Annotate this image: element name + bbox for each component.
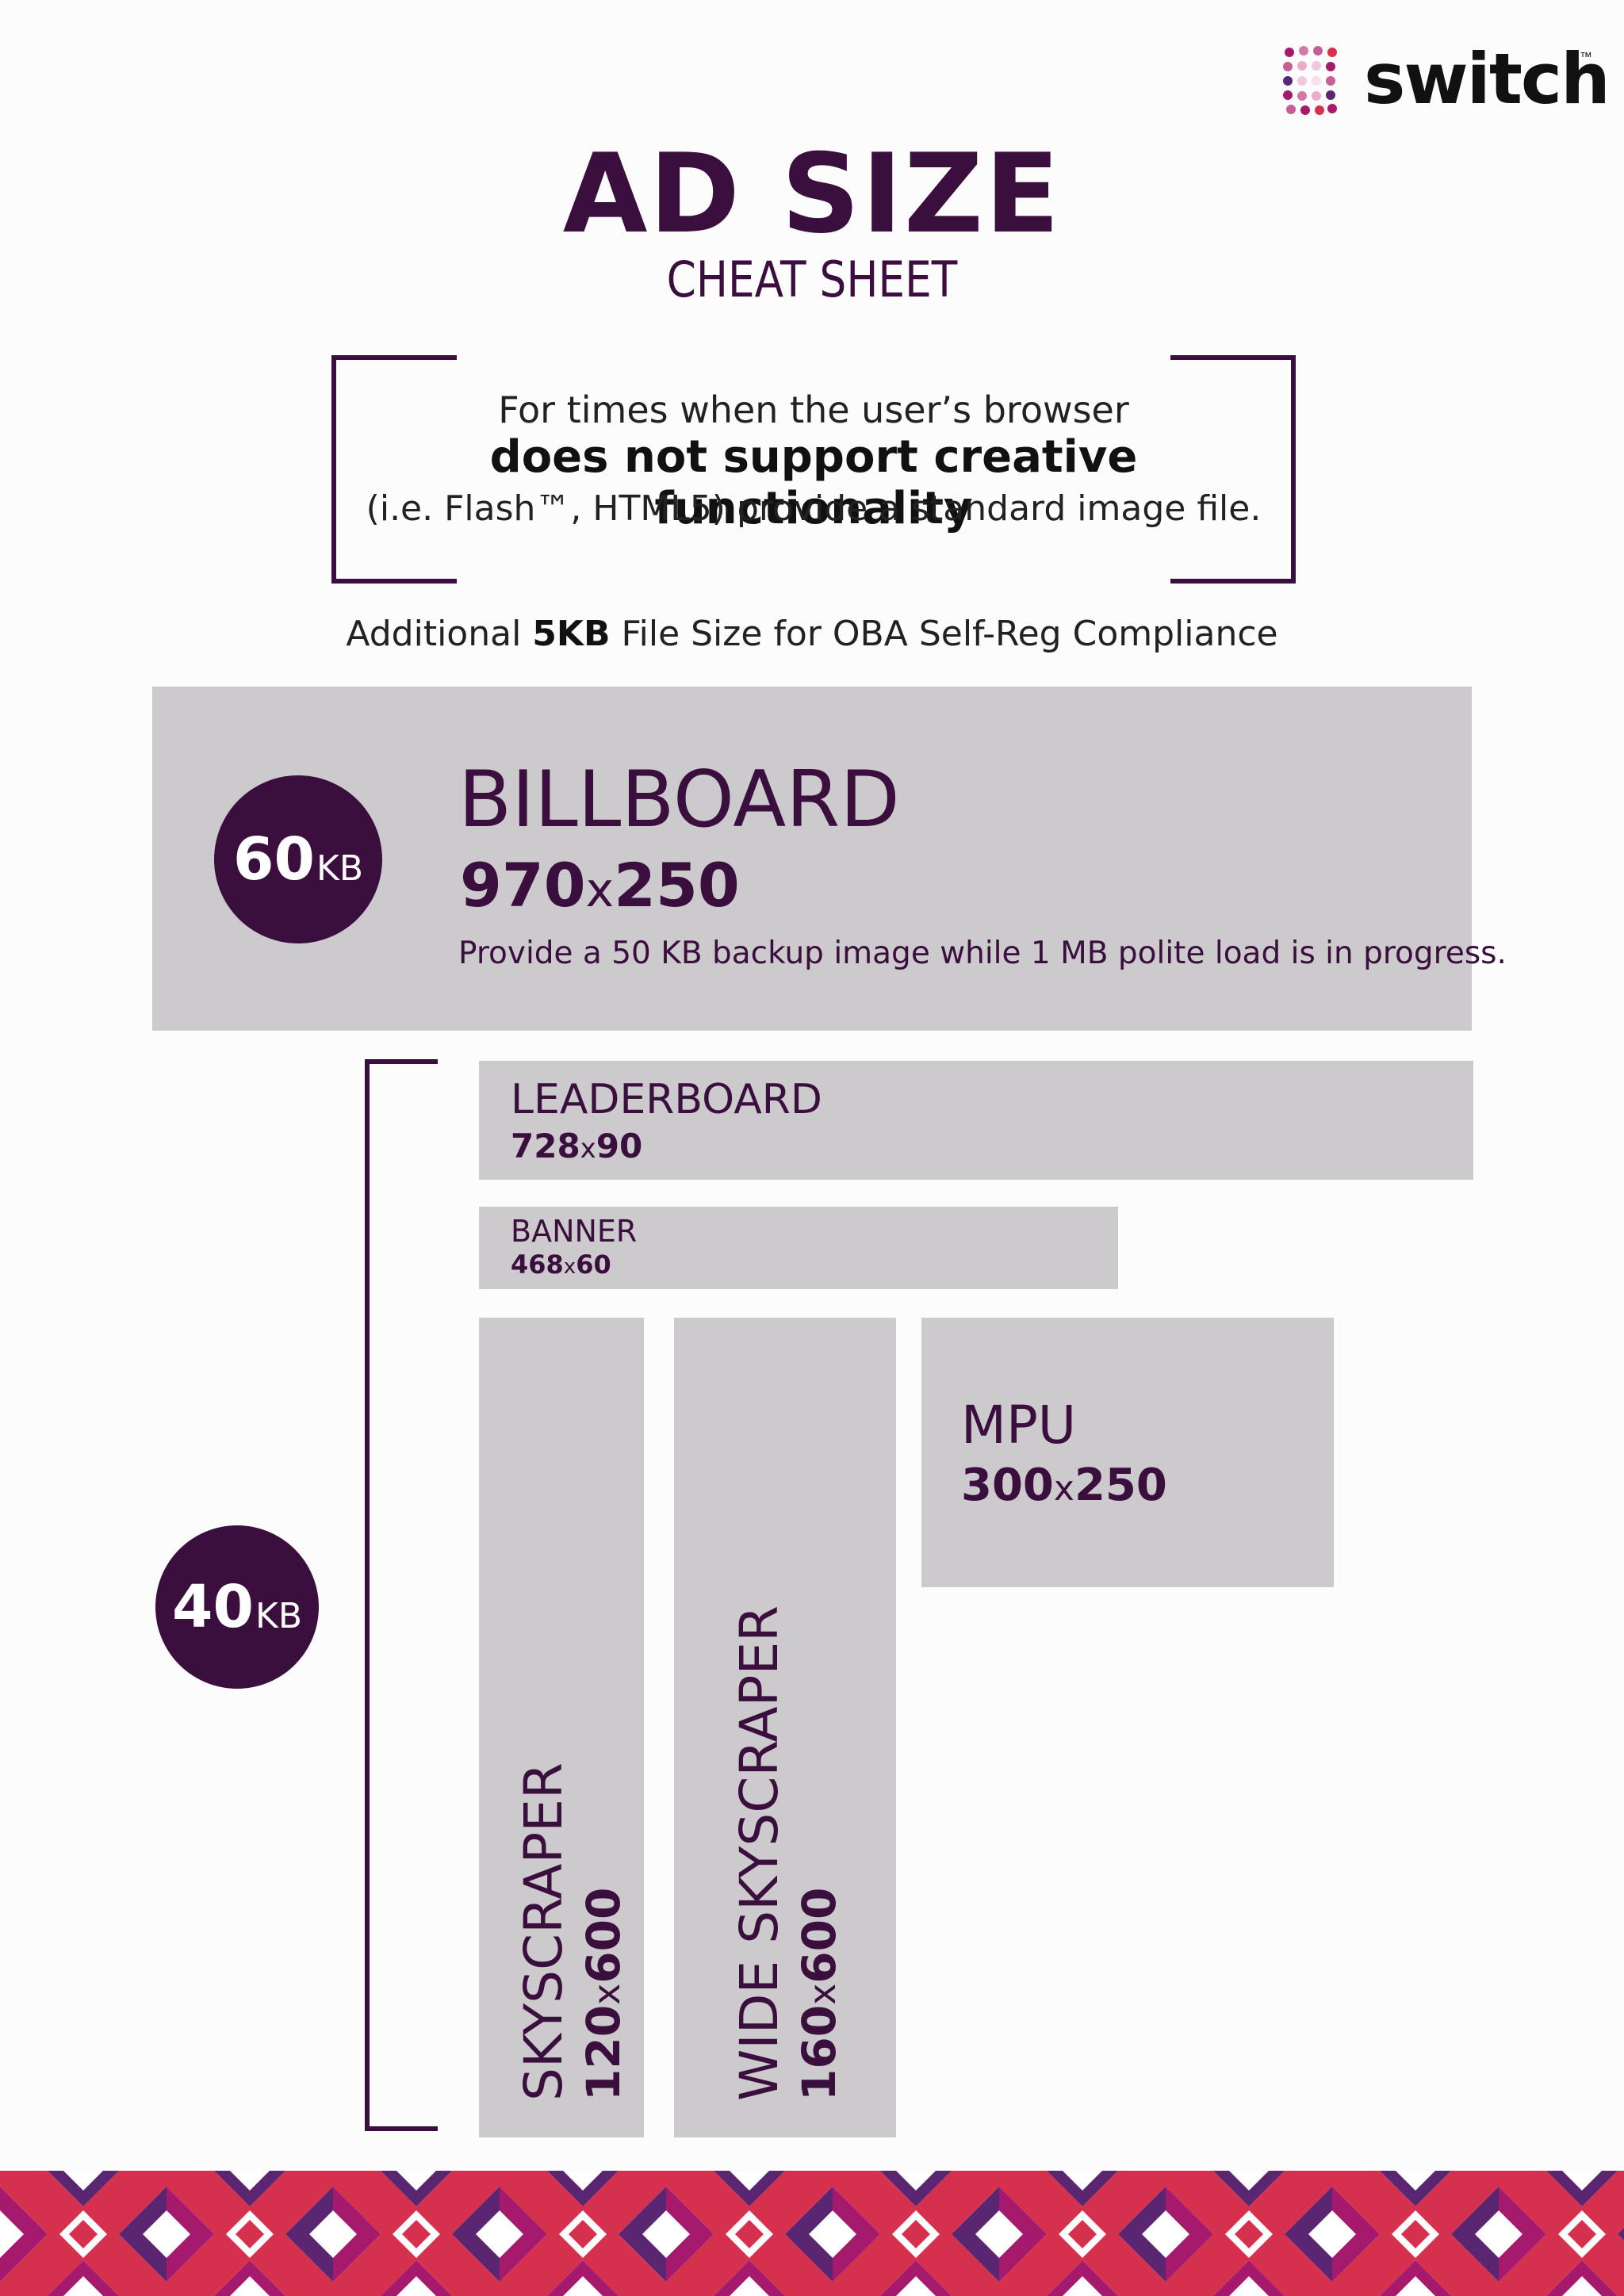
compliance-note: Additional 5KB File Size for OBA Self-Re…	[0, 614, 1624, 654]
leaderboard-height: 90	[596, 1127, 643, 1165]
billboard-times: x	[585, 863, 615, 918]
wide-skyscraper-height: 600	[792, 1887, 846, 1984]
wide-skyscraper-size: 160x600	[791, 1605, 850, 2101]
mpu-width: 300	[961, 1460, 1054, 1511]
skyscraper-width: 120	[576, 2004, 630, 2101]
banner-times: x	[563, 1255, 576, 1279]
banner-height: 60	[576, 1249, 611, 1280]
brand-trademark: ™	[1580, 51, 1592, 64]
leaderboard-box	[479, 1061, 1473, 1180]
compliance-prefix: Additional	[346, 614, 533, 654]
skyscraper-label: SKYSCRAPER 120x600	[512, 1762, 634, 2101]
wide-skyscraper-name: WIDE SKYSCRAPER	[729, 1605, 790, 2101]
mpu-height: 250	[1074, 1460, 1167, 1511]
page-title: AD SIZE	[562, 130, 1062, 258]
skyscraper-height: 600	[576, 1887, 630, 1984]
billboard-width: 970	[460, 850, 586, 920]
billboard-height: 250	[614, 850, 740, 920]
page-subtitle: CHEAT SHEET	[666, 251, 958, 308]
kb-60-number: 60	[232, 825, 315, 894]
notice-line-3: (i.e. Flash™, HTML5) provide a standard …	[366, 488, 1262, 529]
leaderboard-width: 728	[511, 1127, 580, 1165]
wide-skyscraper-times: x	[801, 1983, 844, 2005]
banner-box	[479, 1207, 1118, 1289]
kb-40-number: 40	[171, 1573, 254, 1641]
banner-width: 468	[511, 1249, 564, 1280]
banner-label: BANNER	[511, 1214, 638, 1249]
skyscraper-times: x	[585, 1983, 628, 2005]
billboard-note: Provide a 50 KB backup image while 1 MB …	[458, 936, 1507, 971]
mpu-size: 300x250	[961, 1459, 1167, 1516]
billboard-label: BILLBOARD	[458, 755, 900, 845]
skyscraper-box	[479, 1318, 644, 2137]
mpu-label: MPU	[961, 1395, 1077, 1456]
compliance-bold: 5KB	[532, 614, 611, 654]
group-bracket-vertical	[365, 1059, 370, 2131]
compliance-suffix: File Size for OBA Self-Reg Compliance	[610, 614, 1278, 654]
banner-size: 468x60	[511, 1248, 611, 1284]
mpu-times: x	[1053, 1468, 1074, 1509]
notice-box: For times when the user’s browser does n…	[331, 355, 1296, 584]
dots-logo-icon	[1283, 46, 1337, 115]
kb-40-unit: KB	[255, 1595, 303, 1636]
brand-name: switch	[1364, 38, 1611, 120]
mpu-box	[921, 1318, 1334, 1587]
footer-pattern	[0, 2171, 1624, 2296]
kb-40-badge: 40 KB	[155, 1525, 319, 1689]
wide-skyscraper-label: WIDE SKYSCRAPER 160x600	[728, 1605, 850, 2101]
group-bracket-bottom	[365, 2126, 438, 2131]
billboard-size: 970x250	[460, 850, 740, 926]
leaderboard-label: LEADERBOARD	[511, 1076, 822, 1123]
switch-logo: switch ™	[1281, 40, 1611, 119]
notice-line-1: For times when the user’s browser	[498, 388, 1129, 431]
kb-60-badge: 60 KB	[214, 775, 382, 943]
notice-line-2: does not support creative functionality	[489, 431, 1138, 534]
group-bracket-top	[365, 1059, 438, 1064]
kb-60-unit: KB	[316, 848, 364, 889]
skyscraper-size: 120x600	[576, 1762, 634, 2101]
skyscraper-name: SKYSCRAPER	[513, 1762, 574, 2101]
wide-skyscraper-box	[674, 1318, 896, 2137]
leaderboard-size: 728x90	[511, 1126, 642, 1169]
wide-skyscraper-width: 160	[792, 2004, 846, 2101]
leaderboard-times: x	[580, 1133, 596, 1165]
